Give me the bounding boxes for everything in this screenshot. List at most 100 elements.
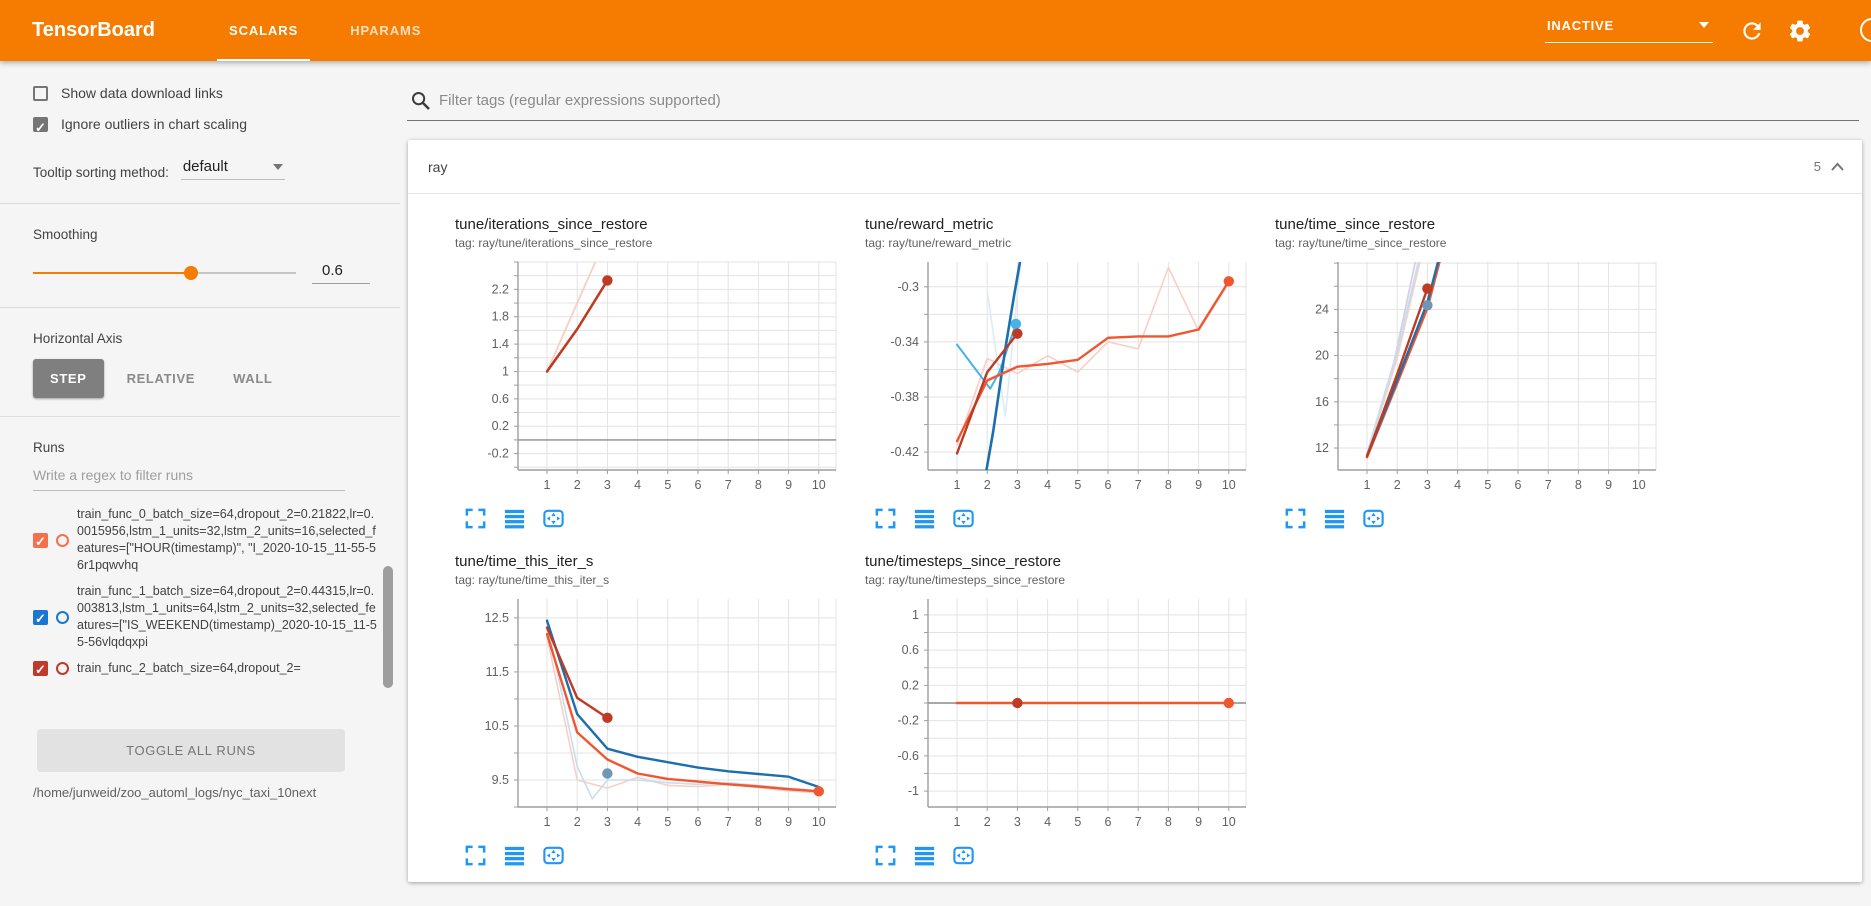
main-panel: ray 5 tune/iterations_since_restore tag: … bbox=[400, 61, 1871, 906]
ignore-outliers-checkbox[interactable] bbox=[33, 116, 48, 132]
chart-card: tune/time_since_restore tag: ray/tune/tim… bbox=[1275, 216, 1685, 531]
fullscreen-icon[interactable] bbox=[873, 506, 898, 531]
help-icon[interactable] bbox=[1860, 18, 1871, 42]
fullscreen-icon[interactable] bbox=[873, 843, 898, 868]
svg-text:-0.2: -0.2 bbox=[487, 447, 509, 461]
tab-scalars[interactable]: SCALARS bbox=[203, 0, 324, 61]
fit-domain-icon[interactable] bbox=[541, 843, 566, 868]
chart-plot[interactable]: -0.3 -0.34 -0.38 -0.42 1 2 3 4 5 6 7 8 9 10 bbox=[865, 256, 1260, 506]
run-checkbox[interactable] bbox=[33, 661, 48, 676]
divider bbox=[0, 203, 400, 204]
run-name[interactable]: train_func_1_batch_size=64,dropout_2=0.4… bbox=[77, 584, 377, 649]
chart-actions bbox=[463, 843, 865, 868]
tag-group-count: 5 bbox=[1813, 159, 1821, 174]
chart-card: tune/timesteps_since_restore tag: ray/tun… bbox=[865, 553, 1275, 868]
tooltip-sort-label: Tooltip sorting method: bbox=[33, 165, 169, 180]
svg-text:8: 8 bbox=[755, 478, 762, 492]
tab-hparams[interactable]: HPARAMS bbox=[350, 23, 422, 38]
smoothing-value[interactable]: 0.6 bbox=[312, 262, 370, 284]
svg-text:-0.6: -0.6 bbox=[897, 749, 919, 763]
sidebar: Show data download links Ignore outliers… bbox=[0, 61, 400, 906]
chart-actions bbox=[873, 843, 1275, 868]
settings-gear-icon[interactable] bbox=[1787, 18, 1813, 44]
header-actions: INACTIVE bbox=[1545, 18, 1813, 44]
svg-text:-1: -1 bbox=[908, 784, 919, 798]
fit-domain-icon[interactable] bbox=[951, 843, 976, 868]
show-download-checkbox[interactable] bbox=[33, 85, 48, 101]
fullscreen-icon[interactable] bbox=[463, 843, 488, 868]
slider-fill bbox=[33, 272, 191, 274]
sidebar-scrollbar[interactable] bbox=[383, 566, 393, 688]
chart-plot[interactable]: 12.5 11.5 10.5 9.5 1 2 3 4 5 6 7 8 9 10 bbox=[455, 593, 850, 843]
fullscreen-icon[interactable] bbox=[1283, 506, 1308, 531]
chart-actions bbox=[1283, 506, 1685, 531]
svg-text:6: 6 bbox=[695, 478, 702, 492]
svg-text:6: 6 bbox=[1515, 478, 1522, 492]
chart-tag: tag: ray/tune/timesteps_since_restore bbox=[865, 573, 1066, 587]
axis-step-button[interactable]: STEP bbox=[33, 359, 104, 398]
fit-domain-icon[interactable] bbox=[1361, 506, 1386, 531]
svg-text:9: 9 bbox=[785, 815, 792, 829]
fit-domain-icon[interactable] bbox=[951, 506, 976, 531]
svg-text:1: 1 bbox=[1364, 478, 1371, 492]
svg-text:4: 4 bbox=[634, 815, 641, 829]
run-checkbox[interactable] bbox=[33, 532, 48, 548]
run-color-circle[interactable] bbox=[56, 533, 69, 547]
svg-text:7: 7 bbox=[1135, 478, 1142, 492]
run-color-circle[interactable] bbox=[56, 662, 69, 675]
smoothing-label: Smoothing bbox=[33, 227, 98, 242]
expand-lines-icon[interactable] bbox=[912, 506, 937, 531]
chart-plot[interactable]: 2.2 1.8 1.4 1 0.6 0.2 -0.2 1 2 3 4 5 6 7 8 9 10 bbox=[455, 256, 850, 506]
runs-filter-input[interactable] bbox=[33, 467, 345, 491]
chart-card: tune/reward_metric tag: ray/tune/reward_m… bbox=[865, 216, 1275, 531]
axis-relative-button[interactable]: RELATIVE bbox=[112, 359, 211, 398]
svg-text:9.5: 9.5 bbox=[492, 773, 509, 787]
fullscreen-icon[interactable] bbox=[463, 506, 488, 531]
svg-text:3: 3 bbox=[1424, 478, 1431, 492]
app-header: TensorBoard SCALARS HPARAMS INACTIVE bbox=[0, 0, 1871, 61]
svg-text:2: 2 bbox=[1394, 478, 1401, 492]
run-name[interactable]: train_func_0_batch_size=64,dropout_2=0.2… bbox=[77, 507, 376, 572]
expand-lines-icon[interactable] bbox=[502, 506, 527, 531]
fit-domain-icon[interactable] bbox=[541, 506, 566, 531]
charts-grid: tune/iterations_since_restore tag: ray/tu… bbox=[408, 194, 1862, 868]
toggle-all-runs-button[interactable]: TOGGLE ALL RUNS bbox=[37, 729, 345, 772]
svg-text:10: 10 bbox=[1632, 478, 1646, 492]
chart-tag: tag: ray/tune/reward_metric bbox=[865, 236, 1012, 250]
run-checkbox[interactable] bbox=[33, 609, 48, 625]
chevron-up-icon[interactable] bbox=[1829, 160, 1846, 173]
svg-text:8: 8 bbox=[755, 815, 762, 829]
divider bbox=[0, 307, 400, 308]
chart-plot[interactable]: 1 0.6 0.2 -0.2 -0.6 -1 1 2 3 4 5 6 7 8 9 10 bbox=[865, 593, 1260, 843]
svg-text:20: 20 bbox=[1315, 349, 1329, 363]
expand-lines-icon[interactable] bbox=[912, 843, 937, 868]
tooltip-sort-dropdown[interactable]: default bbox=[180, 158, 285, 180]
svg-text:6: 6 bbox=[695, 815, 702, 829]
svg-text:-0.38: -0.38 bbox=[891, 390, 920, 404]
expand-lines-icon[interactable] bbox=[502, 843, 527, 868]
axis-wall-button[interactable]: WALL bbox=[218, 359, 287, 398]
status-dropdown[interactable]: INACTIVE bbox=[1545, 18, 1713, 43]
tag-filter-input[interactable] bbox=[439, 92, 1859, 109]
chart-tag: tag: ray/tune/iterations_since_restore bbox=[455, 236, 653, 250]
svg-text:3: 3 bbox=[1014, 815, 1021, 829]
svg-text:10.5: 10.5 bbox=[485, 719, 509, 733]
svg-text:0.2: 0.2 bbox=[902, 678, 919, 692]
svg-text:5: 5 bbox=[664, 478, 671, 492]
smoothing-slider[interactable] bbox=[33, 265, 296, 281]
run-color-circle[interactable] bbox=[56, 610, 69, 624]
reload-icon[interactable] bbox=[1739, 18, 1765, 44]
tag-group-header[interactable]: ray 5 bbox=[408, 140, 1862, 194]
svg-text:2: 2 bbox=[574, 478, 581, 492]
slider-knob[interactable] bbox=[183, 266, 198, 280]
chart-actions bbox=[463, 506, 865, 531]
chart-title: tune/reward_metric bbox=[865, 216, 994, 233]
svg-text:5: 5 bbox=[1074, 478, 1081, 492]
run-name[interactable]: train_func_2_batch_size=64,dropout_2= bbox=[77, 661, 301, 675]
expand-lines-icon[interactable] bbox=[1322, 506, 1347, 531]
chevron-down-icon bbox=[272, 164, 283, 170]
run-list-item: train_func_1_batch_size=64,dropout_2=0.4… bbox=[33, 583, 400, 651]
chart-actions bbox=[873, 506, 1275, 531]
svg-text:7: 7 bbox=[1545, 478, 1552, 492]
